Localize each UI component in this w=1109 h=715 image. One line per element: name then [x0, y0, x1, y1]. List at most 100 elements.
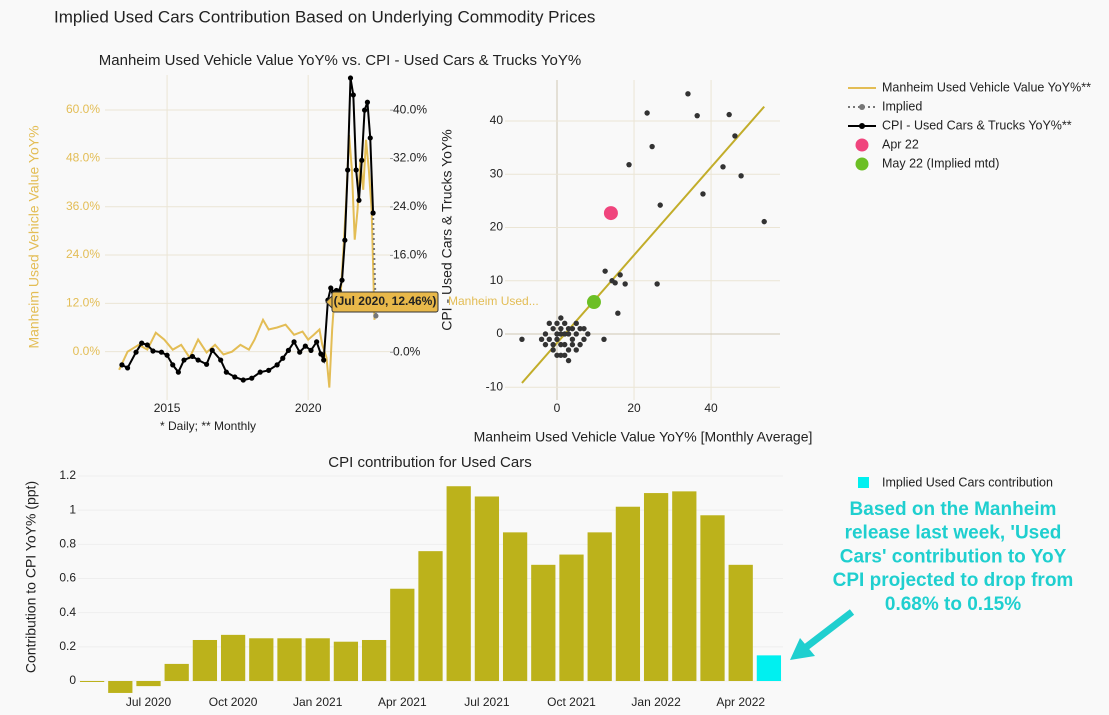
- x-tick-label: Jul 2020: [126, 695, 172, 709]
- y-tick-label: 60.0%: [66, 102, 100, 116]
- y-tick-label: 0.6: [59, 571, 76, 585]
- point: [542, 341, 549, 348]
- point: [649, 143, 655, 150]
- legend-swatch: [855, 138, 869, 152]
- bar: [756, 655, 782, 681]
- bar: [361, 639, 387, 681]
- legend-swatch: [858, 477, 869, 488]
- point: [700, 191, 706, 197]
- point: [738, 173, 744, 179]
- bar: [390, 588, 415, 681]
- legend-swatch: [855, 157, 869, 171]
- legend-label: Implied: [882, 99, 922, 113]
- point: [561, 331, 568, 337]
- point: [565, 325, 572, 332]
- marker: [373, 313, 379, 319]
- marker: [249, 375, 255, 381]
- annotation: CPI projected to drop from: [833, 570, 1074, 591]
- marker: [170, 362, 176, 368]
- bar: [446, 486, 471, 681]
- line: [118, 134, 376, 388]
- point: [554, 336, 560, 343]
- marker: [195, 357, 201, 363]
- y-tick-label: 20: [490, 220, 504, 234]
- bar: [164, 663, 189, 681]
- point: [685, 91, 691, 97]
- point: [586, 295, 601, 310]
- legend-swatch: [859, 104, 865, 110]
- y-tick-label: 0.0%: [73, 344, 101, 358]
- marker: [342, 237, 348, 243]
- bar: [333, 641, 359, 681]
- point: [519, 336, 525, 343]
- marker: [266, 367, 272, 373]
- point: [694, 112, 700, 119]
- marker: [353, 167, 359, 173]
- y-axis-title: Contribution to CPI YoY% (ppt): [23, 481, 39, 673]
- x-tick-label: Jul 2021: [464, 695, 510, 709]
- point: [626, 161, 632, 168]
- point: [558, 341, 564, 348]
- y-tick-label: 24.0%: [66, 247, 100, 261]
- marker: [144, 342, 150, 348]
- point: [546, 320, 552, 327]
- marker: [164, 352, 170, 358]
- y2-tick-label: 0.0%: [393, 344, 421, 358]
- marker: [318, 351, 324, 357]
- point: [732, 133, 738, 139]
- point: [617, 272, 623, 278]
- y-tick-label: 40: [490, 113, 504, 127]
- point: [720, 164, 726, 170]
- point: [603, 206, 618, 221]
- annotation: Cars' contribution to YoY: [840, 546, 1067, 567]
- annotation: Based on the Manheim: [850, 499, 1057, 520]
- point: [569, 341, 576, 348]
- bar: [728, 564, 753, 681]
- annotation: 0.68% to 0.15%: [885, 594, 1021, 615]
- note: * Daily; ** Monthly: [160, 419, 256, 433]
- bar: [615, 506, 641, 681]
- marker: [321, 357, 327, 363]
- x-tick-label: 0: [554, 401, 561, 415]
- marker: [350, 92, 356, 98]
- arrow-shaft: [802, 609, 855, 651]
- marker: [347, 75, 354, 81]
- y-tick-label: 0.2: [59, 639, 76, 653]
- chart-title: Manheim Used Vehicle Value YoY% vs. CPI …: [99, 52, 581, 69]
- point: [558, 331, 564, 337]
- marker: [133, 349, 139, 355]
- point: [558, 352, 564, 358]
- x-tick-label: Oct 2020: [209, 695, 258, 709]
- x-tick-label: Apr 2021: [378, 695, 427, 709]
- marker: [124, 365, 131, 371]
- point: [550, 341, 556, 348]
- bar: [700, 515, 725, 681]
- point: [558, 315, 564, 321]
- point: [601, 336, 607, 343]
- y-tick-label: 1.2: [59, 468, 76, 482]
- point: [615, 310, 621, 316]
- bar: [136, 680, 161, 687]
- marker: [274, 362, 280, 368]
- arrow-head: [790, 638, 815, 660]
- y-tick-label: 0: [69, 673, 76, 687]
- point: [585, 331, 591, 337]
- bar: [418, 551, 443, 681]
- line: [521, 105, 765, 384]
- marker: [175, 369, 181, 375]
- y-tick-label: 0.8: [59, 536, 76, 550]
- point: [609, 278, 615, 284]
- x-tick-label: Jan 2021: [293, 695, 343, 709]
- marker: [209, 347, 215, 353]
- marker: [302, 343, 308, 349]
- y-tick-label: 48.0%: [66, 151, 100, 165]
- marker: [359, 157, 365, 163]
- marker: [139, 340, 145, 346]
- y2-tick-label: 40.0%: [393, 102, 427, 116]
- marker: [150, 348, 156, 354]
- chart-title: CPI contribution for Used Cars: [328, 454, 531, 471]
- point: [561, 320, 568, 327]
- point: [602, 268, 608, 274]
- marker: [356, 197, 362, 203]
- x-tick-label: Apr 2022: [716, 695, 765, 709]
